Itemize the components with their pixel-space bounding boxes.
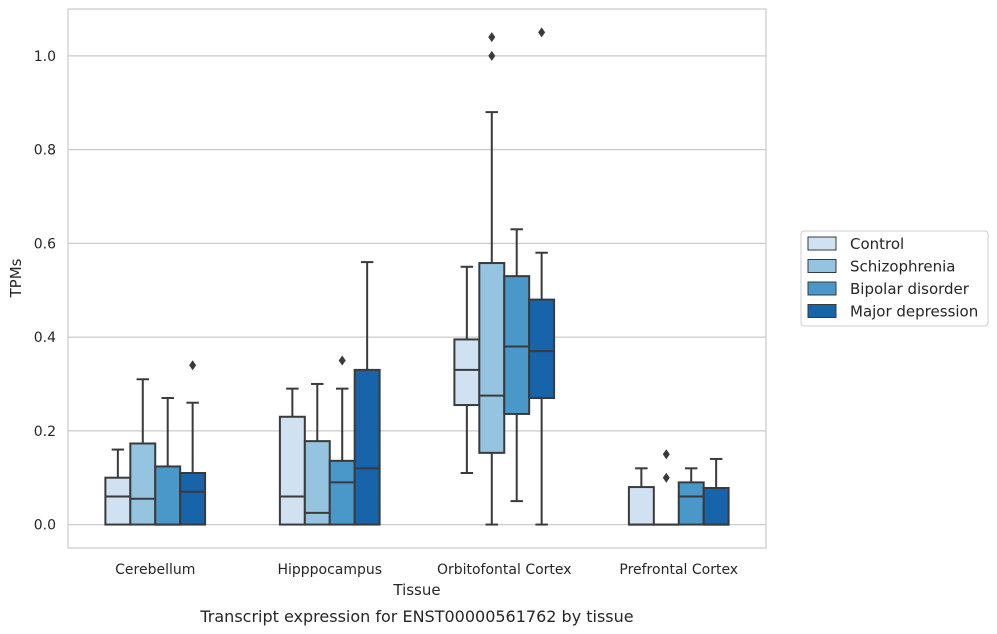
- box-body: [453, 338, 481, 407]
- box-body: [627, 486, 655, 526]
- box-body: [478, 262, 506, 454]
- box: [677, 467, 705, 526]
- outlier-marker: [488, 32, 496, 43]
- x-tick-label: Orbitofontal Cortex: [437, 562, 572, 578]
- outlier-marker: [662, 472, 670, 483]
- legend-frame: [800, 230, 989, 327]
- box-body: [528, 298, 556, 400]
- box: [453, 265, 481, 475]
- legend-label: Control: [850, 235, 904, 253]
- plot-frame: [67, 8, 767, 549]
- box-group: [104, 360, 207, 526]
- box-body: [677, 481, 705, 526]
- y-tick-label: 0.0: [34, 518, 56, 534]
- x-tick-label: Cerebellum: [115, 562, 195, 578]
- y-tick-label: 0.4: [34, 330, 56, 346]
- box: [154, 397, 182, 526]
- chart-caption: Transcript expression for ENST0000056176…: [199, 607, 633, 626]
- box: [702, 457, 730, 526]
- legend-label: Schizophrenia: [850, 258, 955, 276]
- box-body: [303, 440, 331, 526]
- x-axis-label: Tissue: [392, 581, 440, 599]
- box-body: [702, 487, 730, 526]
- box-body: [104, 476, 132, 526]
- outlier-marker: [189, 360, 197, 371]
- legend-label: Bipolar disorder: [850, 280, 970, 298]
- box-body: [179, 472, 207, 526]
- box-body: [129, 442, 157, 526]
- box: [104, 448, 132, 526]
- box: [179, 360, 207, 526]
- box: [652, 449, 680, 526]
- box-body: [154, 465, 182, 526]
- outlier-marker: [662, 449, 670, 460]
- legend-swatch: [807, 304, 837, 318]
- box-body: [328, 459, 356, 526]
- box: [528, 27, 556, 526]
- y-axis-label: TPMs: [7, 258, 25, 298]
- box-groups: [104, 27, 730, 526]
- y-tick-label: 0.6: [34, 236, 56, 252]
- box-group: [278, 261, 381, 526]
- box-body: [503, 275, 531, 415]
- x-tick-labels: Cerebellum Hipppocampus Orbitofontal Corte…: [115, 562, 738, 578]
- box: [129, 378, 157, 526]
- box: [278, 387, 306, 526]
- y-tick-labels: 0.0 0.2 0.4 0.6 0.8 1.0: [34, 49, 56, 534]
- box: [353, 261, 381, 526]
- box-body: [353, 368, 381, 526]
- box: [303, 382, 331, 526]
- box: [328, 355, 356, 526]
- x-tick-label: Prefrontal Cortex: [619, 562, 738, 578]
- y-tick-label: 1.0: [34, 49, 56, 65]
- box: [478, 32, 506, 526]
- box-body: [278, 415, 306, 526]
- legend: Control Schizophrenia Bipolar disorder Majo…: [800, 230, 989, 327]
- y-tick-label: 0.8: [34, 143, 56, 159]
- legend-swatch: [807, 281, 837, 296]
- box: [503, 228, 531, 503]
- outlier-marker: [538, 27, 546, 38]
- box-group: [453, 27, 556, 526]
- grid-lines: [68, 55, 766, 526]
- x-tick-label: Hipppocampus: [277, 562, 382, 578]
- box-group: [627, 449, 730, 526]
- box: [627, 467, 655, 526]
- legend-swatch: [807, 236, 837, 251]
- outlier-marker: [338, 355, 346, 366]
- legend-swatch: [807, 259, 837, 273]
- outlier-marker: [488, 50, 496, 61]
- y-tick-label: 0.2: [34, 424, 56, 440]
- legend-label: Major depression: [850, 303, 978, 321]
